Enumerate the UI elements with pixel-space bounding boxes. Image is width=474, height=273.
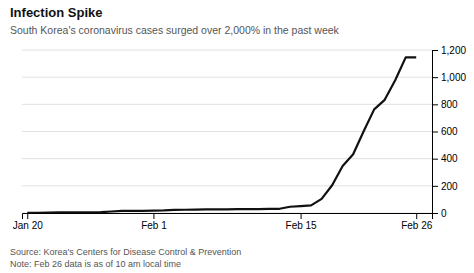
y-tick: 200 [432,181,458,192]
y-tick: 800 [432,99,458,110]
subtitle: South Korea's coronavirus cases surged o… [10,24,340,36]
grid-line [22,131,432,132]
grid-line [22,50,432,51]
chart: Infection Spike South Korea's coronavirus… [0,0,474,273]
y-tick-mark [432,104,438,105]
grid-line [22,185,432,186]
x-tick: Jan 20 [13,213,43,231]
y-tick-label: 200 [441,181,458,192]
x-tick-label: Feb 1 [141,220,167,231]
x-tick-mark [416,213,417,219]
x-tick: Feb 15 [286,213,318,231]
y-tick-label: 400 [441,153,458,164]
x-tick-mark [301,213,302,219]
x-axis-line [23,214,433,220]
annotation: Source: Korea's Centers for Disease Cont… [10,247,241,257]
x-tick-label: Jan 20 [13,220,43,231]
y-tick-mark [432,132,438,133]
x-axis: Jan 20 Feb 1 Feb 15 Feb 26 [13,213,433,231]
y-axis-line [433,51,439,214]
x-tick: Feb 26 [401,213,433,231]
plot: 0 200 400 600 800 1,000 1,200 Jan 20 Feb 1 Feb 15… [13,45,467,231]
x-tick: Feb 1 [141,213,167,231]
y-tick-label: 1,200 [441,45,466,56]
y-tick-label: 1,000 [441,72,466,83]
grid-line [22,104,432,105]
y-tick-label: 0 [441,208,447,219]
y-axis: 0 200 400 600 800 1,000 1,200 [432,45,466,219]
y-tick-mark [432,186,438,187]
y-tick: 600 [432,126,458,137]
x-tick-label: Feb 15 [286,220,318,231]
y-tick: 1,000 [432,72,466,83]
y-tick: 1,200 [432,45,466,56]
y-tick-mark [432,77,438,78]
y-tick-mark [432,50,438,51]
y-tick: 400 [432,153,458,164]
grid [22,50,432,213]
x-tick-mark [153,213,154,219]
y-tick-label: 600 [441,126,458,137]
y-tick: 0 [432,208,447,219]
y-tick-label: 800 [441,99,458,110]
x-tick-mark [27,213,28,219]
y-tick-mark [432,159,438,160]
grid-line [22,158,432,159]
title: Infection Spike [10,5,102,20]
marks [27,57,416,213]
line [27,57,416,213]
annotation: Note: Feb 26 data is as of 10 am local t… [10,259,181,269]
x-tick-label: Feb 26 [401,220,433,231]
grid-line [22,77,432,78]
